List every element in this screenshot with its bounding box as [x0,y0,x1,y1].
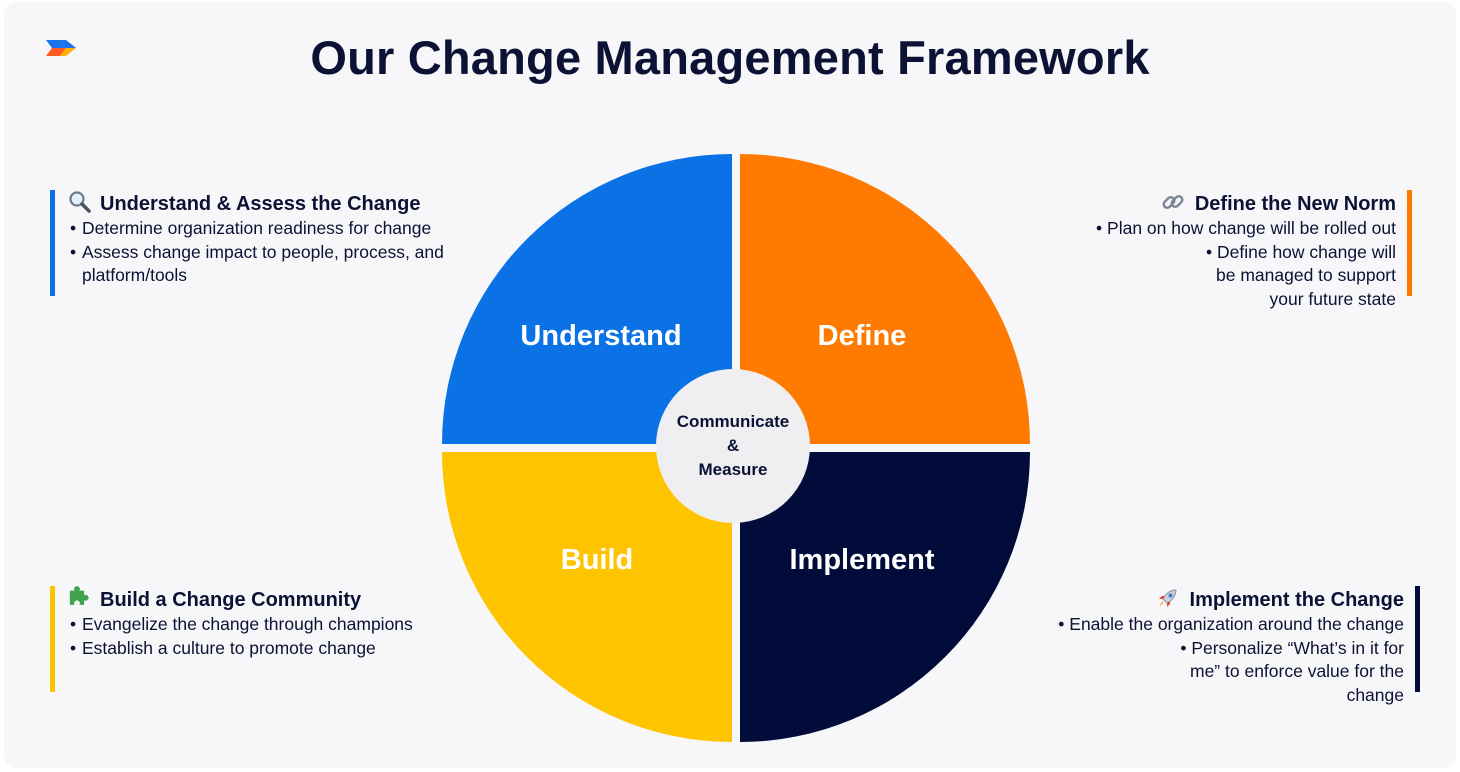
panel-heading: Understand & Assess the Change [68,190,490,217]
quadrant-label-build: Build [560,544,634,576]
list-item-text: Personalize “What’s in it for me” to enf… [1190,637,1404,705]
panel-heading: Implement the Change [1004,586,1404,613]
panel-heading-text: Build a Change Community [100,589,362,611]
panel-heading: Build a Change Community [68,586,490,613]
list-item: • Personalize “What’s in it for me” to e… [1180,637,1404,705]
puzzle-icon [69,586,89,605]
panel-bullet-list: • Enable the organization around the cha… [1004,613,1404,707]
list-item-text: Enable the organization around the chang… [1069,614,1404,634]
magnifier-icon [69,191,91,213]
panel-accent-bar [50,586,55,692]
list-item: Evangelize the change through champions [68,613,490,637]
slide-canvas: Our Change Management Framework Understa… [4,2,1456,768]
quadrant-understand [442,154,732,444]
panel-implement: Implement the Change • Enable the organi… [1004,586,1420,705]
hub-line-2: & [726,436,740,455]
quadrant-build [442,452,732,742]
panel-accent-bar [50,190,55,296]
quadrant-label-understand: Understand [520,320,682,352]
brand-logo-icon [46,40,76,56]
panel-build: Build a Change Community Evangelize the … [50,586,490,692]
list-item: Determine organization readiness for cha… [68,217,490,241]
panel-bullet-list: • Plan on how change will be rolled out … [1044,217,1396,311]
panel-accent-bar [1407,190,1412,296]
page-title: Our Change Management Framework [310,31,1150,84]
quadrant-label-define: Define [817,320,907,352]
panel-bullet-list: Determine organization readiness for cha… [68,217,490,288]
panel-heading-text: Define the New Norm [1194,193,1396,215]
quadrant-label-implement: Implement [789,544,935,576]
list-item: Establish a culture to promote change [68,637,490,661]
panel-accent-bar [1415,586,1420,692]
list-item: • Define how change will be managed to s… [1206,241,1396,309]
list-item-text: Define how change will be managed to sup… [1216,241,1396,309]
hub-line-3: Measure [698,460,768,479]
panel-define: Define the New Norm • Plan on how change… [1044,190,1412,309]
list-item: Assess change impact to people, process,… [68,241,490,288]
quadrant-define [740,154,1030,444]
list-item: • Plan on how change will be rolled out [1096,218,1396,238]
panel-heading: Define the New Norm [1044,190,1396,217]
framework-wheel [442,154,1030,742]
quadrant-implement [740,452,1030,742]
hub-line-1: Communicate [676,412,790,431]
hub-communicate-measure: Communicate & Measure [656,369,810,523]
link-icon [1162,195,1184,209]
panel-understand: Understand & Assess the Change Determine… [50,190,490,296]
panel-heading-text: Implement the Change [1189,589,1404,611]
panel-heading-text: Understand & Assess the Change [100,193,421,215]
panel-bullet-list: Evangelize the change through champions … [68,613,490,660]
rocket-icon [1158,589,1177,607]
list-item: • Enable the organization around the cha… [1058,614,1404,634]
list-item-text: Plan on how change will be rolled out [1107,218,1396,238]
